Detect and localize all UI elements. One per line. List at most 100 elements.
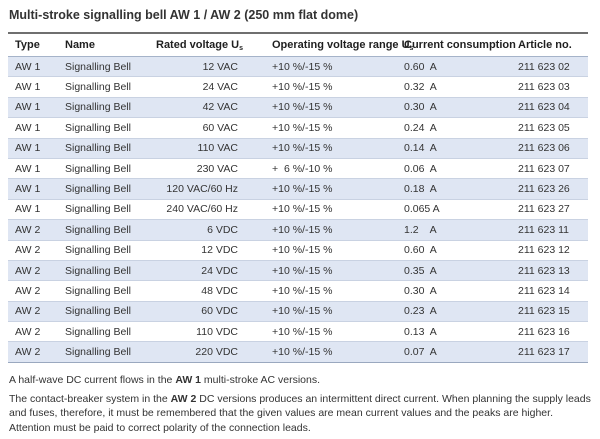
note-1-text-end: multi-stroke AC versions. — [201, 374, 321, 386]
cell-name: Signalling Bell — [65, 321, 156, 343]
cell-current: 0.065 A — [400, 199, 514, 221]
note-half-wave: A half-wave DC current flows in the AW 1… — [9, 373, 594, 388]
cell-operating-range: +10 %/-15 % — [262, 240, 400, 261]
table-header-row: Type Name Rated voltage Us Operating vol… — [8, 34, 588, 57]
header-operating-range: Operating voltage range Us — [262, 34, 413, 57]
page-title: Multi-stroke signalling bell AW 1 / AW 2… — [9, 8, 359, 22]
cell-type: AW 2 — [8, 260, 65, 282]
cell-current: 0.30 A — [400, 280, 514, 302]
cell-name: Signalling Bell — [65, 138, 156, 159]
note-1-text: A half-wave DC current flows in the — [9, 374, 176, 386]
cell-operating-range: +10 %/-15 % — [262, 199, 400, 221]
cell-name: Signalling Bell — [65, 158, 156, 180]
table-row: AW 2 Signalling Bell 60 VDC +10 %/-15 % 0.23… — [8, 301, 588, 323]
cell-name: Signalling Bell — [65, 240, 156, 261]
table-row: AW 1 Signalling Bell 110 VAC +10 %/-15 % 0.1… — [8, 138, 588, 159]
header-type: Type — [8, 34, 65, 57]
cell-current: 0.32 A — [400, 76, 514, 98]
cell-type: AW 1 — [8, 56, 65, 78]
cell-article: 211 623 26 — [514, 178, 588, 200]
note-2-text-end: DC versions produces an intermittent dir… — [9, 392, 591, 434]
cell-operating-range: +10 %/-15 % — [262, 56, 400, 78]
cell-current: 0.60 A — [400, 56, 514, 78]
cell-rated-voltage: 240 VAC/60 Hz — [156, 199, 262, 221]
cell-current: 0.14 A — [400, 138, 514, 159]
cell-name: Signalling Bell — [65, 97, 156, 119]
cell-type: AW 1 — [8, 97, 65, 119]
table-row: AW 1 Signalling Bell 42 VAC +10 %/-15 % 0.30… — [8, 97, 588, 119]
table-body: AW 1 Signalling Bell 12 VAC +10 %/-15 % 0.60… — [8, 56, 588, 363]
cell-rated-voltage: 48 VDC — [156, 280, 262, 302]
cell-current: 0.06 A — [400, 158, 514, 180]
cell-type: AW 1 — [8, 199, 65, 221]
cell-operating-range: +10 %/-15 % — [262, 76, 400, 98]
cell-operating-range: +10 %/-15 % — [262, 178, 400, 200]
cell-article: 211 623 15 — [514, 301, 588, 323]
cell-rated-voltage: 110 VDC — [156, 321, 262, 343]
header-rated-voltage-sub: s — [239, 44, 244, 52]
cell-type: AW 2 — [8, 219, 65, 241]
cell-rated-voltage: 12 VDC — [156, 240, 262, 261]
cell-article: 211 623 17 — [514, 341, 588, 363]
cell-type: AW 2 — [8, 240, 65, 261]
table-row: AW 1 Signalling Bell 230 VAC + 6 %/-10 % 0.0… — [8, 158, 588, 180]
note-2-bold: AW 2 — [170, 392, 197, 405]
cell-article: 211 623 02 — [514, 56, 588, 78]
note-2-text: The contact-breaker system in the — [9, 392, 171, 405]
cell-operating-range: +10 %/-15 % — [262, 138, 400, 159]
cell-current: 0.18 A — [400, 178, 514, 200]
cell-article: 211 623 16 — [514, 321, 588, 343]
spec-table: Type Name Rated voltage Us Operating vol… — [8, 34, 588, 363]
table-row: AW 2 Signalling Bell 110 VDC +10 %/-15 % 0.1… — [8, 321, 588, 343]
cell-type: AW 1 — [8, 76, 65, 98]
cell-current: 0.23 A — [400, 301, 514, 323]
cell-article: 211 623 14 — [514, 280, 588, 302]
cell-operating-range: +10 %/-15 % — [262, 301, 400, 323]
cell-rated-voltage: 230 VAC — [156, 158, 262, 180]
table-row: AW 1 Signalling Bell 240 VAC/60 Hz +10 %/-1… — [8, 199, 588, 221]
notes: A half-wave DC current flows in the AW 1… — [9, 373, 594, 439]
header-current: Current consumption — [400, 34, 516, 57]
cell-operating-range: +10 %/-15 % — [262, 341, 400, 363]
header-name: Name — [65, 34, 156, 57]
cell-rated-voltage: 120 VAC/60 Hz — [156, 178, 262, 200]
table-row: AW 1 Signalling Bell 60 VAC +10 %/-15 % 0.24… — [8, 117, 588, 139]
cell-article: 211 623 03 — [514, 76, 588, 98]
note-1-bold: AW 1 — [175, 374, 201, 386]
cell-name: Signalling Bell — [65, 117, 156, 139]
table-row: AW 2 Signalling Bell 48 VDC +10 %/-15 % 0.30… — [8, 280, 588, 302]
cell-rated-voltage: 24 VAC — [156, 76, 262, 98]
cell-operating-range: + 6 %/-10 % — [262, 158, 400, 180]
cell-name: Signalling Bell — [65, 301, 156, 323]
note-contact-breaker: The contact-breaker system in the AW 2 D… — [9, 392, 594, 436]
table-row: AW 2 Signalling Bell 24 VDC +10 %/-15 % 0.35… — [8, 260, 588, 282]
cell-name: Signalling Bell — [65, 341, 156, 363]
cell-type: AW 1 — [8, 117, 65, 139]
cell-rated-voltage: 42 VAC — [156, 97, 262, 119]
cell-rated-voltage: 6 VDC — [156, 219, 262, 241]
cell-operating-range: +10 %/-15 % — [262, 280, 400, 302]
cell-name: Signalling Bell — [65, 280, 156, 302]
cell-type: AW 2 — [8, 321, 65, 343]
cell-current: 0.60 A — [400, 240, 514, 261]
cell-type: AW 2 — [8, 301, 65, 323]
cell-type: AW 1 — [8, 158, 65, 180]
cell-article: 211 623 04 — [514, 97, 588, 119]
cell-article: 211 623 05 — [514, 117, 588, 139]
cell-article: 211 623 07 — [514, 158, 588, 180]
spec-table-frame: Type Name Rated voltage Us Operating vol… — [8, 32, 588, 363]
cell-name: Signalling Bell — [65, 260, 156, 282]
cell-type: AW 1 — [8, 178, 65, 200]
cell-article: 211 623 06 — [514, 138, 588, 159]
cell-operating-range: +10 %/-15 % — [262, 117, 400, 139]
cell-current: 0.30 A — [400, 97, 514, 119]
cell-rated-voltage: 12 VAC — [156, 56, 262, 78]
cell-current: 0.13 A — [400, 321, 514, 343]
cell-name: Signalling Bell — [65, 178, 156, 200]
table-row: AW 2 Signalling Bell 220 VDC +10 %/-15 % 0.0… — [8, 341, 588, 363]
header-operating-range-label: Operating voltage range U — [272, 38, 410, 51]
table-row: AW 2 Signalling Bell 12 VDC +10 %/-15 % 0.60… — [8, 240, 588, 261]
table-row: AW 1 Signalling Bell 12 VAC +10 %/-15 % 0.60… — [8, 56, 588, 78]
cell-name: Signalling Bell — [65, 199, 156, 221]
